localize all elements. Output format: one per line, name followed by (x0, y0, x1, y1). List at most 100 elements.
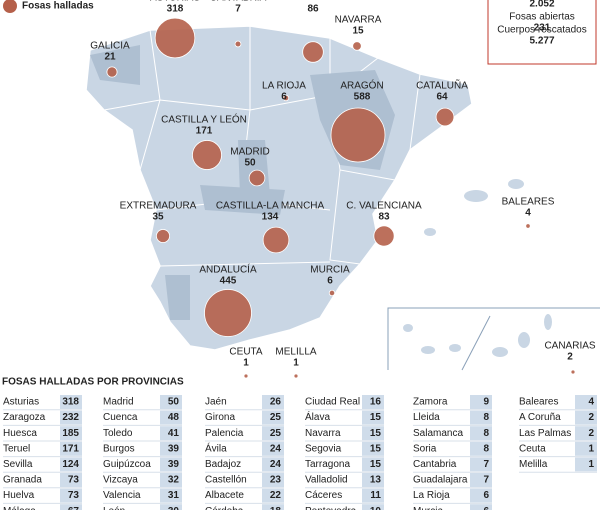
province-name: Granada (3, 475, 42, 486)
province-value: 6 (483, 506, 489, 510)
region-marker (302, 41, 324, 63)
value-cell (575, 441, 597, 456)
province-name: Lleida (413, 412, 440, 423)
table-title: FOSAS HALLADAS POR PROVINCIAS (2, 377, 184, 388)
province-value: 24 (270, 443, 282, 454)
region-name: CANARIAS (544, 341, 595, 352)
province-name: Ciudad Real (305, 397, 360, 408)
region-marker (435, 107, 455, 127)
province-name: Melilla (519, 459, 548, 470)
region-marker (282, 94, 290, 102)
region-value: 134 (262, 212, 279, 223)
province-name: Jaén (205, 397, 227, 408)
highlight (90, 45, 395, 320)
region-name: ASTURIAS (150, 0, 200, 4)
region-value: 2 (567, 352, 573, 363)
region-name: MELILLA (275, 347, 316, 358)
province-value: 41 (168, 428, 180, 439)
value-cell (470, 441, 492, 456)
region-marker (156, 229, 170, 243)
region-value: 35 (152, 212, 164, 223)
province-value: 10 (370, 506, 382, 510)
province-value: 13 (370, 475, 382, 486)
value-cell (362, 395, 384, 409)
value-cell (160, 426, 182, 441)
province-value: 15 (370, 428, 382, 439)
value-cell (575, 426, 597, 441)
province-value: 8 (483, 428, 489, 439)
province-value: 25 (270, 412, 282, 423)
province-value: 8 (483, 443, 489, 454)
province-value: 31 (168, 490, 180, 501)
region-marker (204, 289, 252, 337)
province-value: 67 (68, 506, 80, 510)
province-value: 9 (483, 397, 489, 408)
inset-divider (461, 315, 491, 371)
province-name: Asturias (3, 397, 39, 408)
province-value: 2 (588, 428, 594, 439)
value-cell (470, 473, 492, 487)
region-marker (293, 373, 299, 379)
province-value: 25 (270, 428, 282, 439)
legend-marker (3, 0, 17, 13)
value-cell (362, 441, 384, 456)
region-name: LA RIOJA (262, 81, 306, 92)
province-value: 15 (370, 443, 382, 454)
region-name: CASTILLA Y LEÓN (161, 113, 247, 126)
region-marker (262, 226, 290, 254)
province-value: 171 (62, 443, 79, 454)
province-value: 11 (370, 490, 381, 501)
province-name: Castellón (205, 475, 247, 486)
value-cell (60, 504, 82, 510)
island (544, 314, 552, 330)
value-cell (60, 473, 82, 487)
region-marker (570, 369, 576, 375)
region-marker (373, 225, 395, 247)
province-name: Palencia (205, 428, 244, 439)
island (449, 344, 461, 352)
region-name: ANDALUCÍA (199, 263, 257, 276)
value-cell (362, 426, 384, 441)
summary-label: Fosas abiertas (509, 12, 575, 23)
map-base (85, 0, 600, 371)
province-name: Guipúzcoa (103, 459, 151, 470)
region-name: BALEARES (502, 197, 555, 208)
region-value: 318 (167, 4, 184, 15)
value-cell (470, 395, 492, 409)
province-name: Albacete (205, 490, 244, 501)
value-cell (60, 441, 82, 456)
province-name: Soria (413, 443, 437, 454)
province-name: Valencia (103, 490, 141, 501)
summary-value: 2.052 (529, 0, 554, 10)
province-name: Sevilla (3, 459, 33, 470)
value-cell (60, 457, 82, 472)
region-value: 21 (104, 52, 116, 63)
province-name: Zaragoza (3, 412, 46, 423)
value-cell (262, 504, 284, 510)
province-name: Navarra (305, 428, 341, 439)
province-name: Huelva (3, 490, 35, 501)
province-value: 8 (483, 412, 489, 423)
region-value: 1 (243, 358, 249, 369)
region-name: CASTILLA-LA MANCHA (216, 201, 325, 212)
value-cell (160, 504, 182, 510)
province-name: Murcia (413, 506, 443, 510)
region-value: 1 (293, 358, 299, 369)
province-value: 73 (68, 475, 80, 486)
legend-label: Fosas halladas (22, 1, 94, 12)
province-value: 24 (270, 459, 282, 470)
value-cell (362, 410, 384, 425)
value-cell (262, 473, 284, 487)
province-value: 2 (588, 412, 594, 423)
value-cell (470, 426, 492, 441)
region-marker (352, 41, 362, 51)
province-value: 1 (588, 443, 594, 454)
peninsula (85, 25, 473, 351)
province-name: Cáceres (305, 490, 342, 501)
province-value: 4 (588, 397, 594, 408)
province-name: Las Palmas (519, 428, 571, 439)
province-name: La Rioja (413, 490, 450, 501)
region-marker (330, 107, 386, 163)
